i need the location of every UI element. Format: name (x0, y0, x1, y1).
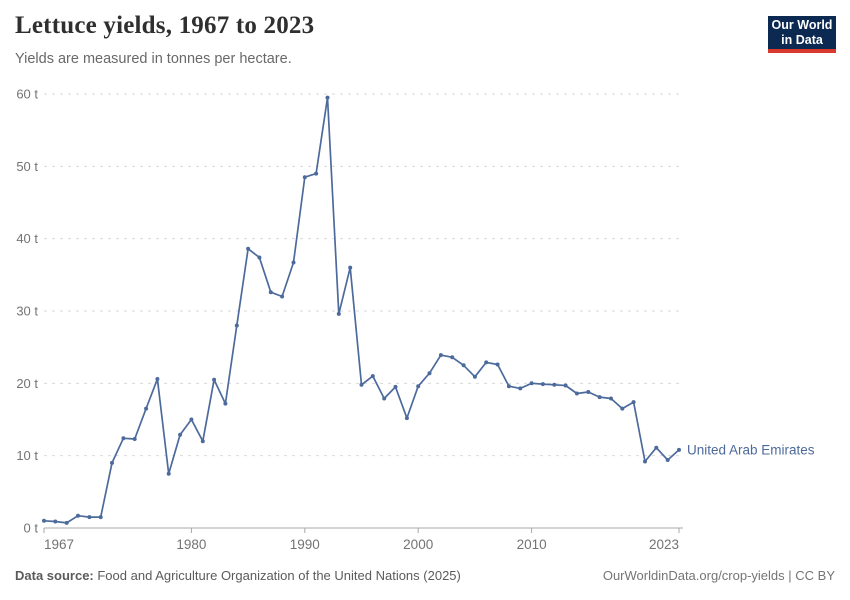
data-source: Data source: Food and Agriculture Organi… (15, 568, 461, 583)
data-point[interactable] (200, 439, 205, 444)
data-point[interactable] (563, 383, 568, 388)
x-axis-tick-label: 2000 (403, 537, 433, 552)
data-source-text: Food and Agriculture Organization of the… (93, 568, 461, 583)
data-point[interactable] (438, 353, 443, 358)
data-point[interactable] (257, 255, 262, 260)
data-point[interactable] (246, 246, 251, 251)
data-point[interactable] (677, 447, 681, 452)
data-point[interactable] (212, 377, 217, 382)
data-point[interactable] (518, 386, 523, 391)
data-point[interactable] (121, 436, 126, 441)
data-point[interactable] (506, 384, 511, 389)
x-axis-tick-label: 1990 (290, 537, 320, 552)
data-point[interactable] (234, 323, 239, 328)
data-point[interactable] (529, 381, 534, 386)
data-point[interactable] (336, 311, 341, 316)
x-axis-tick-label: 2010 (517, 537, 547, 552)
data-line[interactable] (43, 96, 680, 524)
y-axis-tick-label: 60 t (16, 87, 38, 102)
data-point[interactable] (484, 360, 489, 365)
data-point[interactable] (665, 458, 670, 462)
data-point[interactable] (552, 382, 557, 387)
data-point[interactable] (382, 396, 387, 401)
data-point[interactable] (166, 471, 171, 476)
data-point[interactable] (654, 445, 659, 450)
data-point[interactable] (280, 294, 285, 299)
data-point[interactable] (370, 374, 375, 379)
logo-line-1: Our World (771, 17, 833, 32)
y-axis-tick-label: 10 t (16, 448, 38, 463)
data-point[interactable] (631, 400, 636, 405)
data-point[interactable] (461, 363, 466, 368)
data-point[interactable] (643, 459, 647, 464)
data-point[interactable] (144, 406, 149, 411)
data-point[interactable] (178, 432, 183, 437)
y-axis-tick-label: 30 t (16, 304, 38, 319)
data-point[interactable] (586, 390, 591, 394)
y-axis-tick-label: 50 t (16, 159, 38, 174)
data-point[interactable] (189, 417, 194, 422)
data-point[interactable] (416, 384, 421, 389)
data-point[interactable] (302, 175, 307, 180)
data-point[interactable] (53, 519, 58, 524)
credit-link[interactable]: OurWorldinData.org/crop-yields | CC BY (602, 568, 835, 583)
entity-label[interactable]: United Arab Emirates (687, 442, 815, 457)
data-point[interactable] (325, 95, 330, 100)
data-point[interactable] (472, 374, 477, 379)
data-point[interactable] (620, 406, 625, 411)
data-point[interactable] (359, 382, 364, 387)
data-point[interactable] (393, 384, 398, 389)
data-point[interactable] (574, 391, 579, 396)
data-point[interactable] (268, 290, 273, 295)
data-point[interactable] (110, 460, 114, 465)
data-point[interactable] (291, 260, 296, 265)
data-point[interactable] (223, 401, 228, 406)
x-axis-tick-label: 2023 (649, 537, 679, 552)
x-axis-tick-label: 1980 (176, 537, 206, 552)
chart-footer: Data source: Food and Agriculture Organi… (15, 568, 835, 583)
y-axis-tick-label: 0 t (24, 521, 39, 536)
y-axis-tick-label: 20 t (16, 376, 38, 391)
data-point[interactable] (540, 382, 545, 387)
data-point[interactable] (348, 265, 353, 270)
data-point[interactable] (87, 515, 92, 520)
data-point[interactable] (155, 377, 160, 381)
x-axis-tick-label: 1967 (44, 537, 74, 552)
data-point[interactable] (495, 362, 500, 367)
y-axis-tick-label: 40 t (16, 231, 38, 246)
data-point[interactable] (64, 520, 69, 525)
data-point[interactable] (132, 437, 137, 441)
logo-line-2: in Data (781, 32, 823, 47)
data-point[interactable] (597, 395, 602, 400)
data-point[interactable] (609, 396, 613, 401)
page-title: Lettuce yields, 1967 to 2023 (15, 12, 315, 39)
data-point[interactable] (427, 371, 432, 376)
owid-logo[interactable]: Our World in Data (768, 16, 836, 53)
data-source-label: Data source: (15, 568, 94, 583)
data-point[interactable] (404, 416, 409, 421)
data-point[interactable] (314, 171, 319, 176)
data-point[interactable] (98, 515, 103, 520)
data-point[interactable] (76, 513, 80, 518)
data-point[interactable] (450, 355, 455, 360)
data-point[interactable] (42, 518, 46, 523)
page-subtitle: Yields are measured in tonnes per hectar… (15, 51, 292, 67)
